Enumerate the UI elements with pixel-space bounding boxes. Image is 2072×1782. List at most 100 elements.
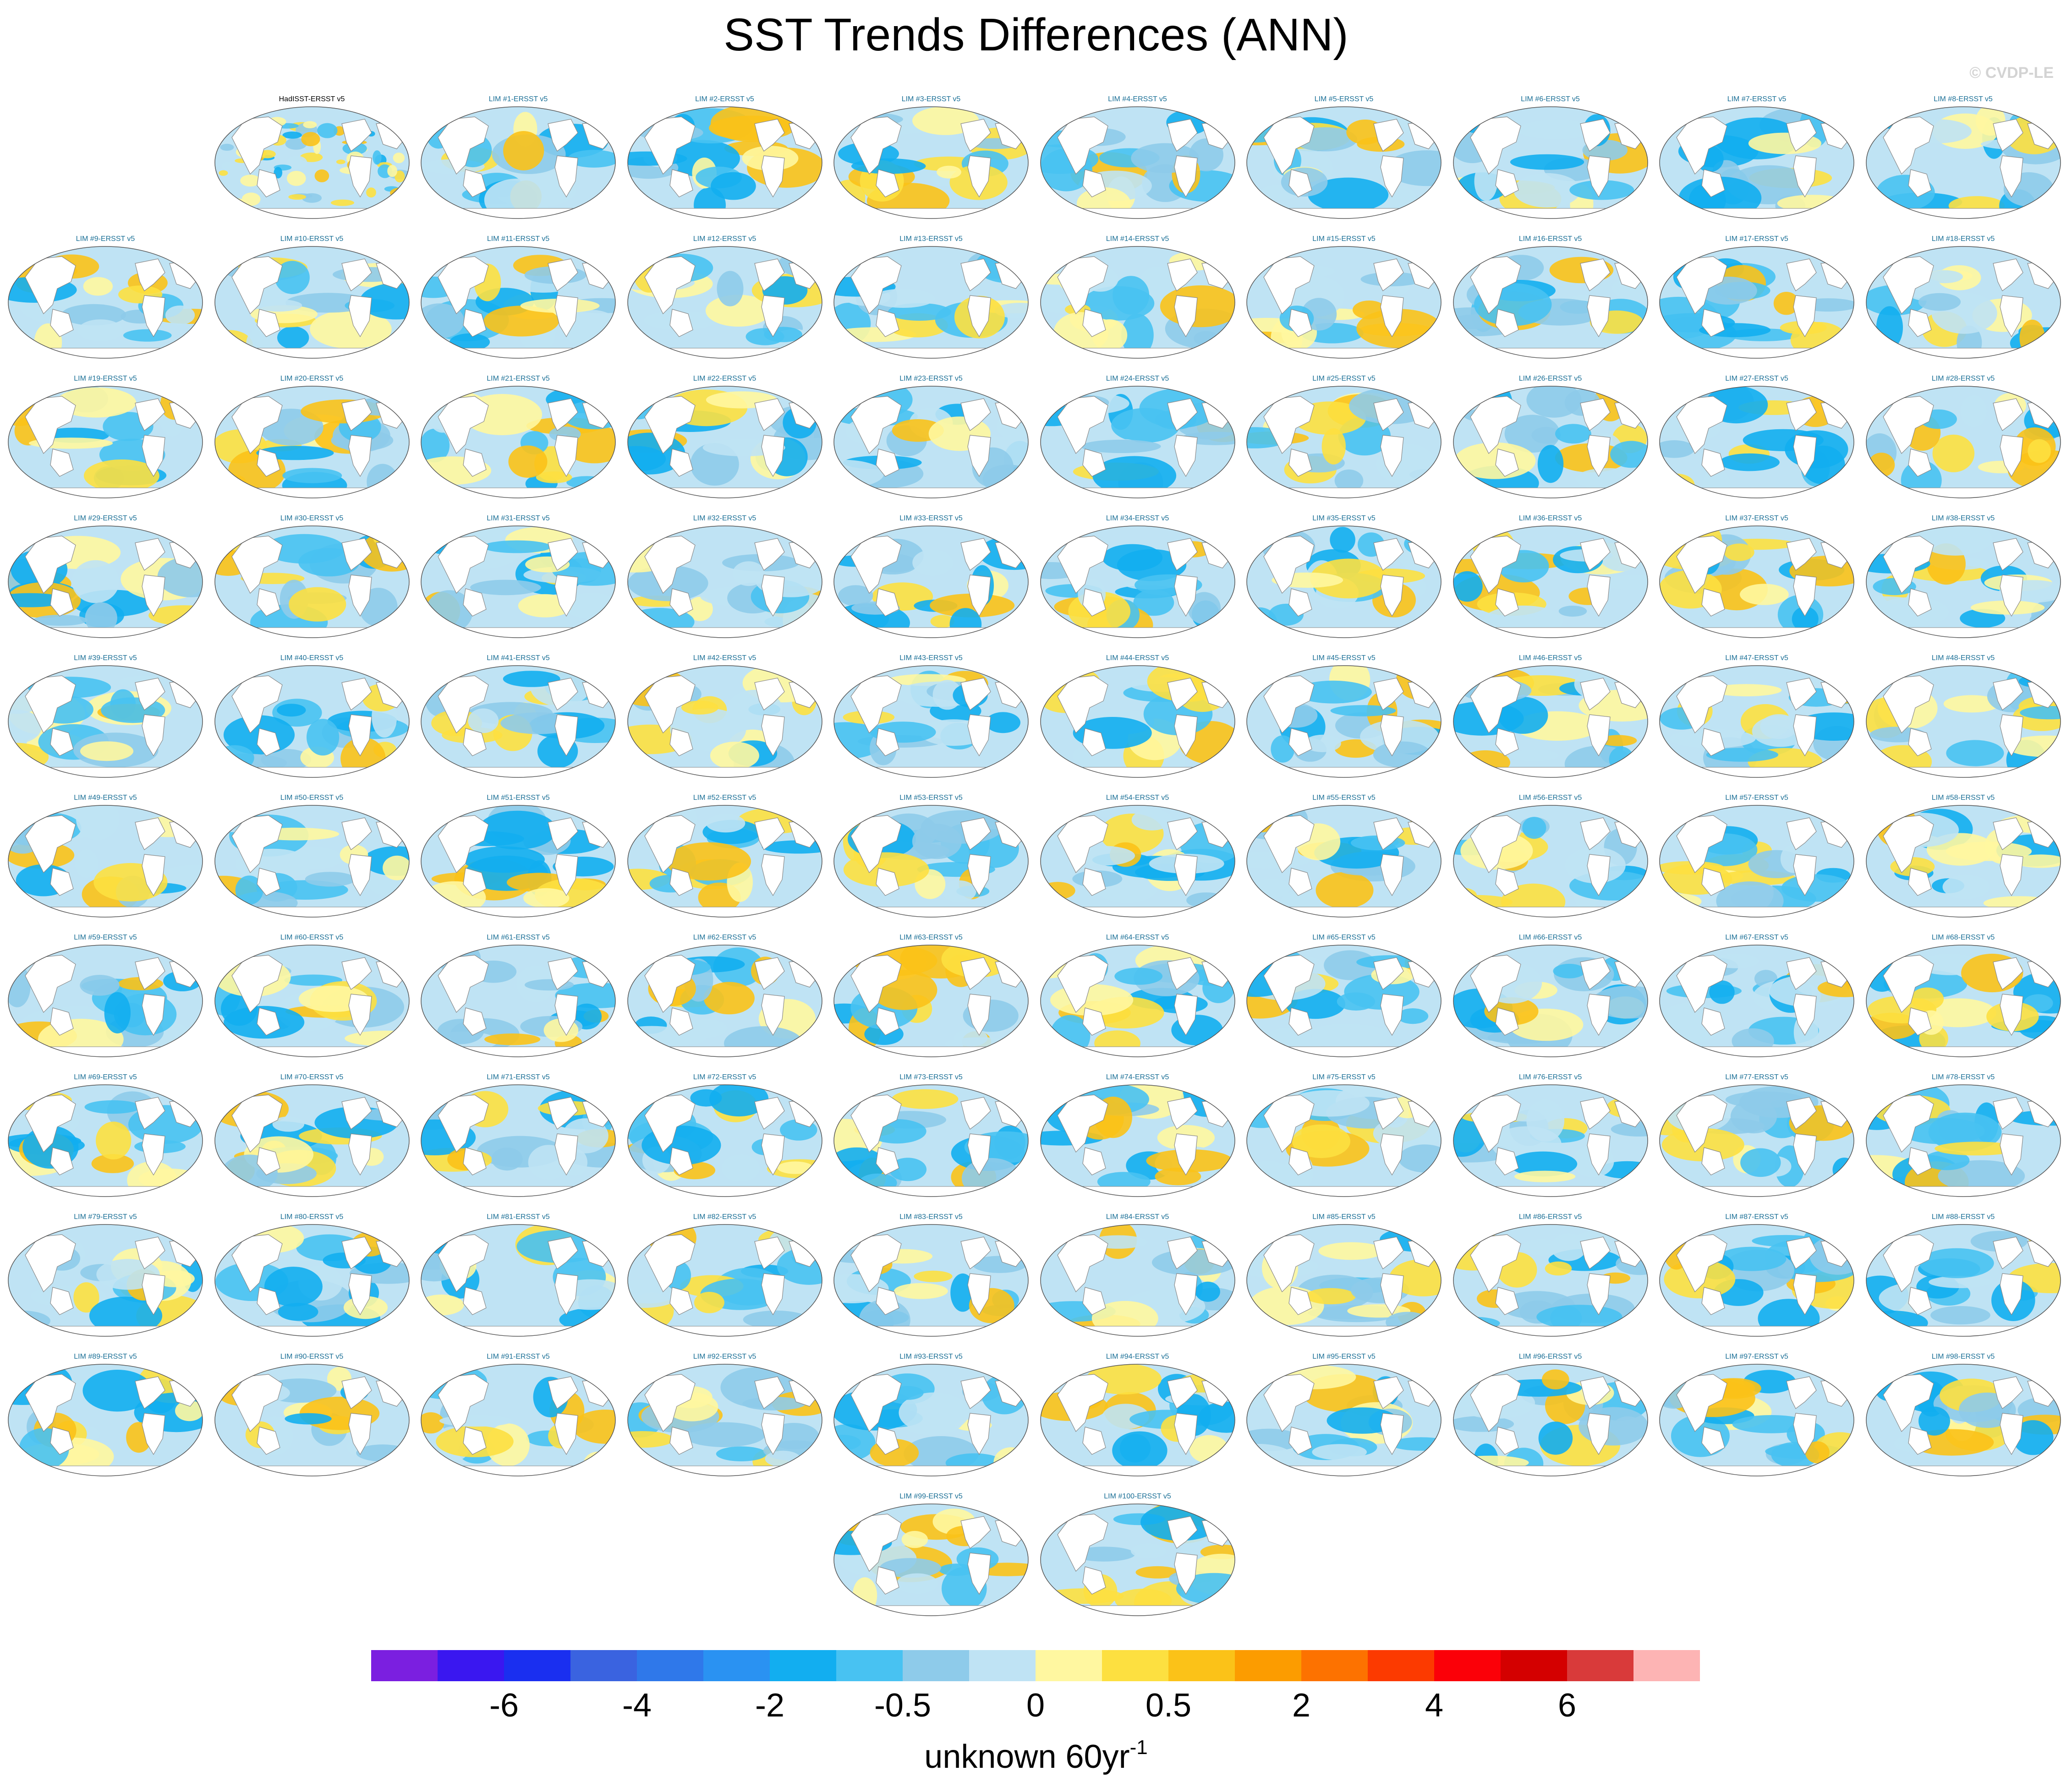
map-border [627,1224,822,1337]
map-border [1040,1503,1235,1616]
map-border [1246,945,1442,1057]
panel-title: LIM #50-ERSST v5 [280,794,344,802]
colorbar-swatch [570,1650,637,1681]
map-panel-member: LIM #74-ERSST v5 [1039,1073,1236,1211]
sst-map [1865,1084,2061,1197]
map-border [1040,246,1235,359]
map-panel-member: LIM #31-ERSST v5 [420,514,617,652]
sst-map [8,805,203,918]
map-border [1865,246,2061,359]
map-border [1453,246,1648,359]
map-panel-member: LIM #8-ERSST v5 [1865,95,2062,233]
sst-map [833,1084,1029,1197]
sst-map [1865,665,2061,778]
map-panel-member: LIM #61-ERSST v5 [420,934,617,1071]
map-border [1453,1364,1648,1476]
sst-map [1453,1224,1648,1337]
map-border [1659,1224,1854,1337]
sst-map [1040,525,1235,638]
map-border [1659,1084,1854,1197]
panel-title: LIM #15-ERSST v5 [1312,235,1376,243]
map-border [8,525,203,638]
sst-map [1659,1364,1854,1476]
map-border [8,805,203,918]
sst-map [627,525,822,638]
map-border [1453,945,1648,1057]
map-panel-member: LIM #82-ERSST v5 [626,1213,823,1350]
colorbar-swatch [969,1650,1036,1681]
map-panel-member: LIM #75-ERSST v5 [1245,1073,1442,1211]
map-panel-member: LIM #55-ERSST v5 [1245,794,1442,931]
map-panel-member: LIM #67-ERSST v5 [1658,934,1855,1071]
colorbar-swatch [836,1650,903,1681]
panel-title: LIM #6-ERSST v5 [1521,95,1580,103]
copyright-watermark: © CVDP-LE [1969,64,2054,82]
map-panel-member: LIM #3-ERSST v5 [833,95,1030,233]
map-border [214,945,410,1057]
panel-title: LIM #74-ERSST v5 [1106,1073,1169,1081]
panel-title: LIM #13-ERSST v5 [899,235,963,243]
map-border [1659,805,1854,918]
panel-title: LIM #12-ERSST v5 [693,235,756,243]
map-border [8,945,203,1057]
colorbar-swatch [637,1650,703,1681]
map-border [421,1084,616,1197]
sst-map [1865,106,2061,219]
map-panel-member: LIM #4-ERSST v5 [1039,95,1236,233]
panel-title: LIM #61-ERSST v5 [487,934,550,941]
map-border [1865,665,2061,778]
panel-title: LIM #85-ERSST v5 [1312,1213,1376,1221]
map-border [627,805,822,918]
sst-map [1246,525,1442,638]
map-border [1659,106,1854,219]
map-border [627,246,822,359]
panel-title: LIM #79-ERSST v5 [74,1213,137,1221]
map-panel-member: LIM #94-ERSST v5 [1039,1353,1236,1490]
map-panel-member: LIM #40-ERSST v5 [214,654,411,792]
sst-map [1453,1084,1648,1197]
panel-title: LIM #53-ERSST v5 [899,794,963,802]
map-panel-member: LIM #79-ERSST v5 [7,1213,204,1350]
panel-title: LIM #83-ERSST v5 [899,1213,963,1221]
map-border [1453,805,1648,918]
colorbar-tick-label: 0 [1026,1687,1045,1724]
panel-title: LIM #84-ERSST v5 [1106,1213,1169,1221]
map-border [1453,386,1648,498]
panel-title: LIM #9-ERSST v5 [76,235,135,243]
map-border [8,1364,203,1476]
map-border [214,1224,410,1337]
map-panel-member: LIM #88-ERSST v5 [1865,1213,2062,1350]
map-panel-member: LIM #24-ERSST v5 [1039,375,1236,512]
map-panel-member: LIM #14-ERSST v5 [1039,235,1236,372]
sst-map [1246,665,1442,778]
sst-map [1246,106,1442,219]
colorbar-swatch [1168,1650,1235,1681]
map-panel-member: LIM #59-ERSST v5 [7,934,204,1071]
map-panel-member: LIM #64-ERSST v5 [1039,934,1236,1071]
colorbar-swatch [1368,1650,1434,1681]
colorbar-tick-labels: -6 -4 -2 -0.5 0 0.5 2 4 6 [0,1686,2072,1727]
map-border [1246,1224,1442,1337]
panel-title: LIM #30-ERSST v5 [280,514,344,522]
sst-map [8,525,203,638]
panel-title: LIM #7-ERSST v5 [1727,95,1787,103]
panel-title: LIM #42-ERSST v5 [693,654,756,662]
panel-title: LIM #63-ERSST v5 [899,934,963,941]
map-border [421,665,616,778]
sst-map [8,945,203,1057]
map-panel-member: LIM #78-ERSST v5 [1865,1073,2062,1211]
sst-map [8,246,203,359]
map-border [833,525,1029,638]
panel-title: LIM #66-ERSST v5 [1518,934,1582,941]
sst-map [1246,945,1442,1057]
map-border [8,665,203,778]
map-panel-member: LIM #62-ERSST v5 [626,934,823,1071]
panel-title: LIM #35-ERSST v5 [1312,514,1376,522]
sst-map [1659,1084,1854,1197]
map-panel-member: LIM #41-ERSST v5 [420,654,617,792]
sst-map [833,106,1029,219]
panel-title: LIM #54-ERSST v5 [1106,794,1169,802]
map-border [1865,1364,2061,1476]
sst-map [627,805,822,918]
sst-map [1453,386,1648,498]
